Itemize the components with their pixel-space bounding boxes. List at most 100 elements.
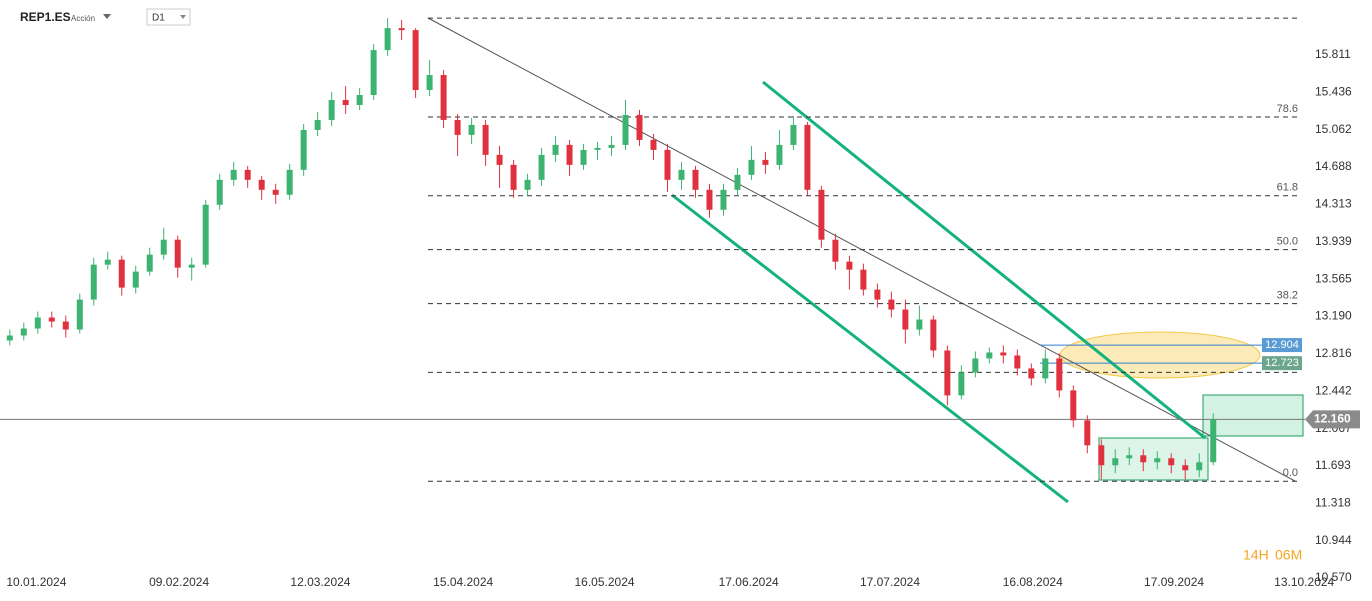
resistance-label: 12.904 xyxy=(1265,339,1299,351)
countdown-minutes: 06M xyxy=(1275,547,1302,563)
x-tick-label: 10.01.2024 xyxy=(6,575,66,589)
candle-body xyxy=(1042,358,1049,379)
candle-body xyxy=(482,124,489,155)
candle-body xyxy=(1126,455,1133,459)
y-tick-label: 14.688 xyxy=(1315,159,1352,173)
candle-body xyxy=(468,124,475,135)
candle-body xyxy=(1168,458,1175,466)
candle-body xyxy=(300,129,307,170)
candle-body xyxy=(272,189,279,195)
candle-body xyxy=(538,154,545,180)
y-tick-label: 13.939 xyxy=(1315,234,1352,248)
candle-body xyxy=(146,254,153,272)
candle-body xyxy=(20,328,27,336)
candle-body xyxy=(692,169,699,190)
y-tick-label: 10.570 xyxy=(1315,570,1352,584)
fib-label: 78.6 xyxy=(1277,103,1298,115)
x-tick-label: 16.05.2024 xyxy=(574,575,634,589)
symbol: REP1.ES xyxy=(20,10,71,24)
candle-body xyxy=(860,269,867,290)
y-tick-label: 11.318 xyxy=(1315,496,1351,510)
candle-body xyxy=(342,99,349,105)
candle-body xyxy=(580,149,587,165)
candle-body xyxy=(202,204,209,265)
candle-body xyxy=(314,119,321,130)
candle-body xyxy=(1014,355,1021,369)
candle-body xyxy=(6,335,13,341)
channel-lower xyxy=(671,193,1069,504)
candle-body xyxy=(790,124,797,145)
candle-body xyxy=(958,372,965,396)
x-tick-label: 17.06.2024 xyxy=(719,575,779,589)
candle-body xyxy=(1028,368,1035,379)
symbol-dropdown[interactable] xyxy=(103,14,111,19)
channel-upper xyxy=(762,80,1206,440)
y-tick-label: 10.944 xyxy=(1315,533,1352,547)
candle-body xyxy=(650,139,657,150)
x-tick-label: 17.09.2024 xyxy=(1144,575,1204,589)
candle-body xyxy=(1056,358,1063,391)
candle-body xyxy=(104,259,111,265)
candle-body xyxy=(636,114,643,140)
y-tick-label: 13.565 xyxy=(1315,271,1352,285)
candle-body xyxy=(888,299,895,310)
candle-body xyxy=(1000,352,1007,356)
candle-body xyxy=(48,317,55,322)
y-tick-label: 14.313 xyxy=(1315,197,1352,211)
candle-body xyxy=(804,124,811,190)
candle-body xyxy=(622,114,629,145)
y-tick-label: 15.062 xyxy=(1315,122,1352,136)
candle-body xyxy=(930,319,937,351)
candle-body xyxy=(398,28,405,31)
resistance-tag xyxy=(1262,356,1302,371)
fib-label: 38.2 xyxy=(1277,289,1298,301)
candle-body xyxy=(426,75,433,91)
y-tick-label: 11.693 xyxy=(1315,458,1351,472)
candle-body xyxy=(160,239,167,255)
candle-body xyxy=(734,174,741,190)
x-tick-label: 17.07.2024 xyxy=(860,575,920,589)
candle-body xyxy=(972,358,979,373)
candle-body xyxy=(818,189,825,240)
candle-body xyxy=(440,75,447,120)
candle-body xyxy=(1140,455,1147,463)
candle-body xyxy=(510,164,517,190)
candle-body xyxy=(76,299,83,330)
y-tick-label: 15.436 xyxy=(1315,85,1352,99)
candle-body xyxy=(874,289,881,300)
candle-body xyxy=(132,271,139,288)
candle-body xyxy=(832,239,839,262)
candle-body xyxy=(664,149,671,180)
candle-body xyxy=(916,319,923,330)
candle-body xyxy=(594,147,601,150)
current-price-tag xyxy=(1305,410,1360,429)
timeframe-select[interactable] xyxy=(146,8,191,26)
fib-label: 50.0 xyxy=(1277,236,1298,248)
candle-body xyxy=(846,261,853,270)
candle-body xyxy=(286,169,293,195)
instrument-type: Acción xyxy=(71,14,95,23)
candle-body xyxy=(34,317,41,329)
candle-body xyxy=(1196,462,1203,471)
candle-body xyxy=(1112,458,1119,466)
candle-body xyxy=(678,169,685,180)
countdown-hours: 14H xyxy=(1243,547,1269,563)
candle-body xyxy=(1210,419,1217,463)
x-tick-label: 12.03.2024 xyxy=(290,575,350,589)
candle-body xyxy=(90,264,97,300)
resistance-tag xyxy=(1262,338,1302,353)
x-tick-label: 09.02.2024 xyxy=(149,575,209,589)
candle-body xyxy=(986,352,993,359)
x-tick-label: 15.04.2024 xyxy=(433,575,493,589)
candle-body xyxy=(188,264,195,268)
candle-body xyxy=(370,50,377,96)
x-tick-label: 16.08.2024 xyxy=(1003,575,1063,589)
candle-body xyxy=(720,189,727,210)
current-price-label: 12.160 xyxy=(1314,412,1351,426)
resistance-label: 12.723 xyxy=(1265,357,1299,369)
target-box xyxy=(1202,394,1304,437)
candle-body xyxy=(118,259,125,288)
candle-body xyxy=(174,239,181,268)
y-tick-label: 13.190 xyxy=(1315,309,1352,323)
